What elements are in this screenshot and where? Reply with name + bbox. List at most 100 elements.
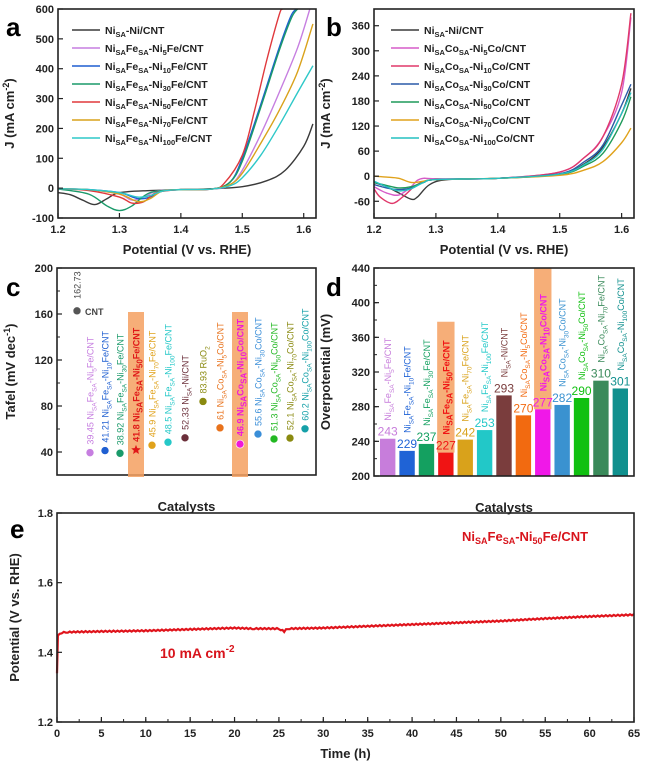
bar [418, 443, 435, 476]
x-tick-label: 55 [539, 728, 551, 740]
bar-value-label: 229 [397, 437, 417, 451]
y-tick-label: 360 [352, 332, 370, 344]
x-tick-label: 1.4 [490, 224, 506, 236]
bar-category-label: NiSA​CoSA​-Ni50​Co/CNT [577, 291, 590, 380]
y-tick-label: 120 [352, 121, 370, 133]
series-line [58, 65, 314, 198]
data-point [115, 448, 125, 458]
y-tick-label: 440 [352, 263, 370, 275]
x-tick-label: 1.5 [235, 224, 250, 236]
x-tick-label: 5 [98, 728, 104, 740]
y-tick-label: 300 [36, 94, 54, 106]
bar [573, 398, 590, 476]
y-tick-label: 280 [352, 402, 370, 414]
plot-frame [373, 8, 635, 219]
data-point [235, 439, 245, 449]
point-label: 55.6 NiSA​CoSA​-Ni30​Co/CNT [254, 317, 267, 426]
bar [438, 452, 454, 476]
bar-category-label: NiSA​CoSA​-Ni5​Co/CNT [519, 312, 532, 397]
bar-category-label: NiSA​FeSA​-Ni10​Fe/CNT [403, 346, 416, 433]
legend-label: NiSA​FeSA​-Ni70​Fe/CNT [105, 115, 208, 129]
highlight-box [437, 321, 455, 453]
bar-value-label: 253 [475, 416, 495, 430]
legend-label: NiSA​FeSA​-Ni50​Fe/CNT [105, 97, 208, 111]
x-tick-label: 60 [583, 728, 595, 740]
data-point [253, 429, 263, 439]
y-tick-label: 80 [41, 401, 53, 413]
bar-category-label: NiSA​FeSA​-Ni50​Fe/CNT [441, 340, 454, 435]
y-tick-label: 1.8 [38, 508, 53, 520]
series-group [374, 13, 632, 205]
bar-value-label: 301 [610, 374, 630, 388]
point-label: 52.1 NiSA​CoSA​-Ni70​Co/CNT [286, 321, 299, 430]
x-tick-label: 1.2 [50, 224, 65, 236]
bar-value-label: 277 [533, 395, 553, 409]
y-tick-label: 160 [35, 309, 53, 321]
annotation-current-density: 10 mA cm-2 [160, 644, 235, 661]
annotation-catalyst: NiSA​FeSA​-Ni50​Fe/CNT [462, 529, 588, 546]
bar [515, 415, 532, 476]
data-point [147, 440, 157, 450]
point-label: 46.9 NiSA​CoSA​-Ni10​Co/CNT [236, 318, 249, 436]
y-tick-label: 1.4 [38, 647, 54, 659]
y-tick-label: -60 [354, 196, 370, 208]
bar [612, 388, 628, 476]
bar-category-label: NiSA​FeSA​-Ni30​Fe/CNT [422, 339, 435, 426]
x-tick-label: 15 [184, 728, 196, 740]
legend-label: NiSA​CoSA​-Ni30​Co/CNT [424, 79, 531, 93]
x-tick-label: 30 [317, 728, 329, 740]
data-point [269, 434, 279, 444]
legend-label: NiSA​FeSA​-Ni100​Fe/CNT [105, 133, 212, 147]
bar-value-label: 282 [552, 391, 572, 405]
y-tick-label: 240 [352, 71, 370, 83]
x-tick-label: 45 [450, 728, 462, 740]
y-axis-label: J (mA cm-2) [317, 78, 333, 148]
x-tick-label: 20 [228, 728, 240, 740]
data-point [72, 306, 82, 316]
point-label: 61 NiSA​CoSA​-Ni5​Co/CNT [216, 322, 229, 420]
x-tick-label: 0 [54, 728, 60, 740]
panel-letter: c [6, 272, 20, 302]
y-tick-label: 200 [36, 123, 54, 135]
point-label: 38.92 NiSA​FeSA​-Ni30​Fe/CNT [116, 333, 129, 445]
y-tick-label: 400 [36, 64, 54, 76]
bar-value-label: 242 [455, 426, 475, 440]
point-label: CNT [85, 307, 104, 317]
bar [535, 409, 551, 476]
highlight-box [128, 312, 144, 477]
data-point [285, 433, 295, 443]
legend-label: NiSA​CoSA​-Ni50​Co/CNT [424, 97, 531, 111]
x-axis-label: Catalysts [475, 500, 533, 515]
legend-label: NiSA​CoSA​-Ni100​Co/CNT [424, 133, 535, 147]
x-tick-label: 1.3 [112, 224, 127, 236]
plot-frame [56, 267, 317, 476]
x-tick-label: 25 [273, 728, 285, 740]
y-tick-label: -100 [32, 213, 54, 225]
bar [496, 395, 512, 476]
series-group [58, 9, 314, 212]
y-tick-label: 120 [35, 355, 53, 367]
y-tick-label: 0 [48, 183, 54, 195]
legend-label: NiSA​-Ni/CNT [424, 25, 484, 39]
data-point [198, 397, 208, 406]
y-tick-label: 0 [364, 171, 370, 183]
plot-frame [57, 8, 317, 219]
x-axis-label: Potential (V vs. RHE) [123, 242, 252, 257]
point-label: 41.21 NiSA​FeSA​-Ni10​Fe/CNT [101, 330, 114, 442]
legend-label: NiSA​CoSA​-Ni5​Co/CNT [424, 43, 527, 57]
x-tick-label: 10 [140, 728, 152, 740]
bar [399, 450, 415, 476]
bar-category-label: NiSA​FeSA​-Ni5​Fe/CNT [383, 337, 396, 420]
point-label: 39.45 NiSA​FeSA​-Ni5​Fe/CNT [86, 336, 99, 445]
data-point-star [131, 444, 141, 454]
point-label: 48.5 NiSA​FeSA​-Ni100​Fe/CNT [164, 323, 177, 434]
y-axis-label: Overpotential (mV) [318, 314, 333, 430]
series-line [374, 92, 632, 192]
x-axis-label: Time (h) [320, 746, 370, 761]
bar-value-label: 270 [513, 401, 533, 415]
series-line [55, 613, 635, 674]
x-tick-label: 35 [362, 728, 374, 740]
bar-category-label: NiSA​FeSA​-Ni70​Fe/CNT [461, 334, 474, 421]
bar-category-label: NiSA​CoSA​-Ni100​Co/CNT [616, 278, 629, 371]
bar-category-label: NiSA​FeSA​-Ni100​Fe/CNT [480, 321, 493, 412]
